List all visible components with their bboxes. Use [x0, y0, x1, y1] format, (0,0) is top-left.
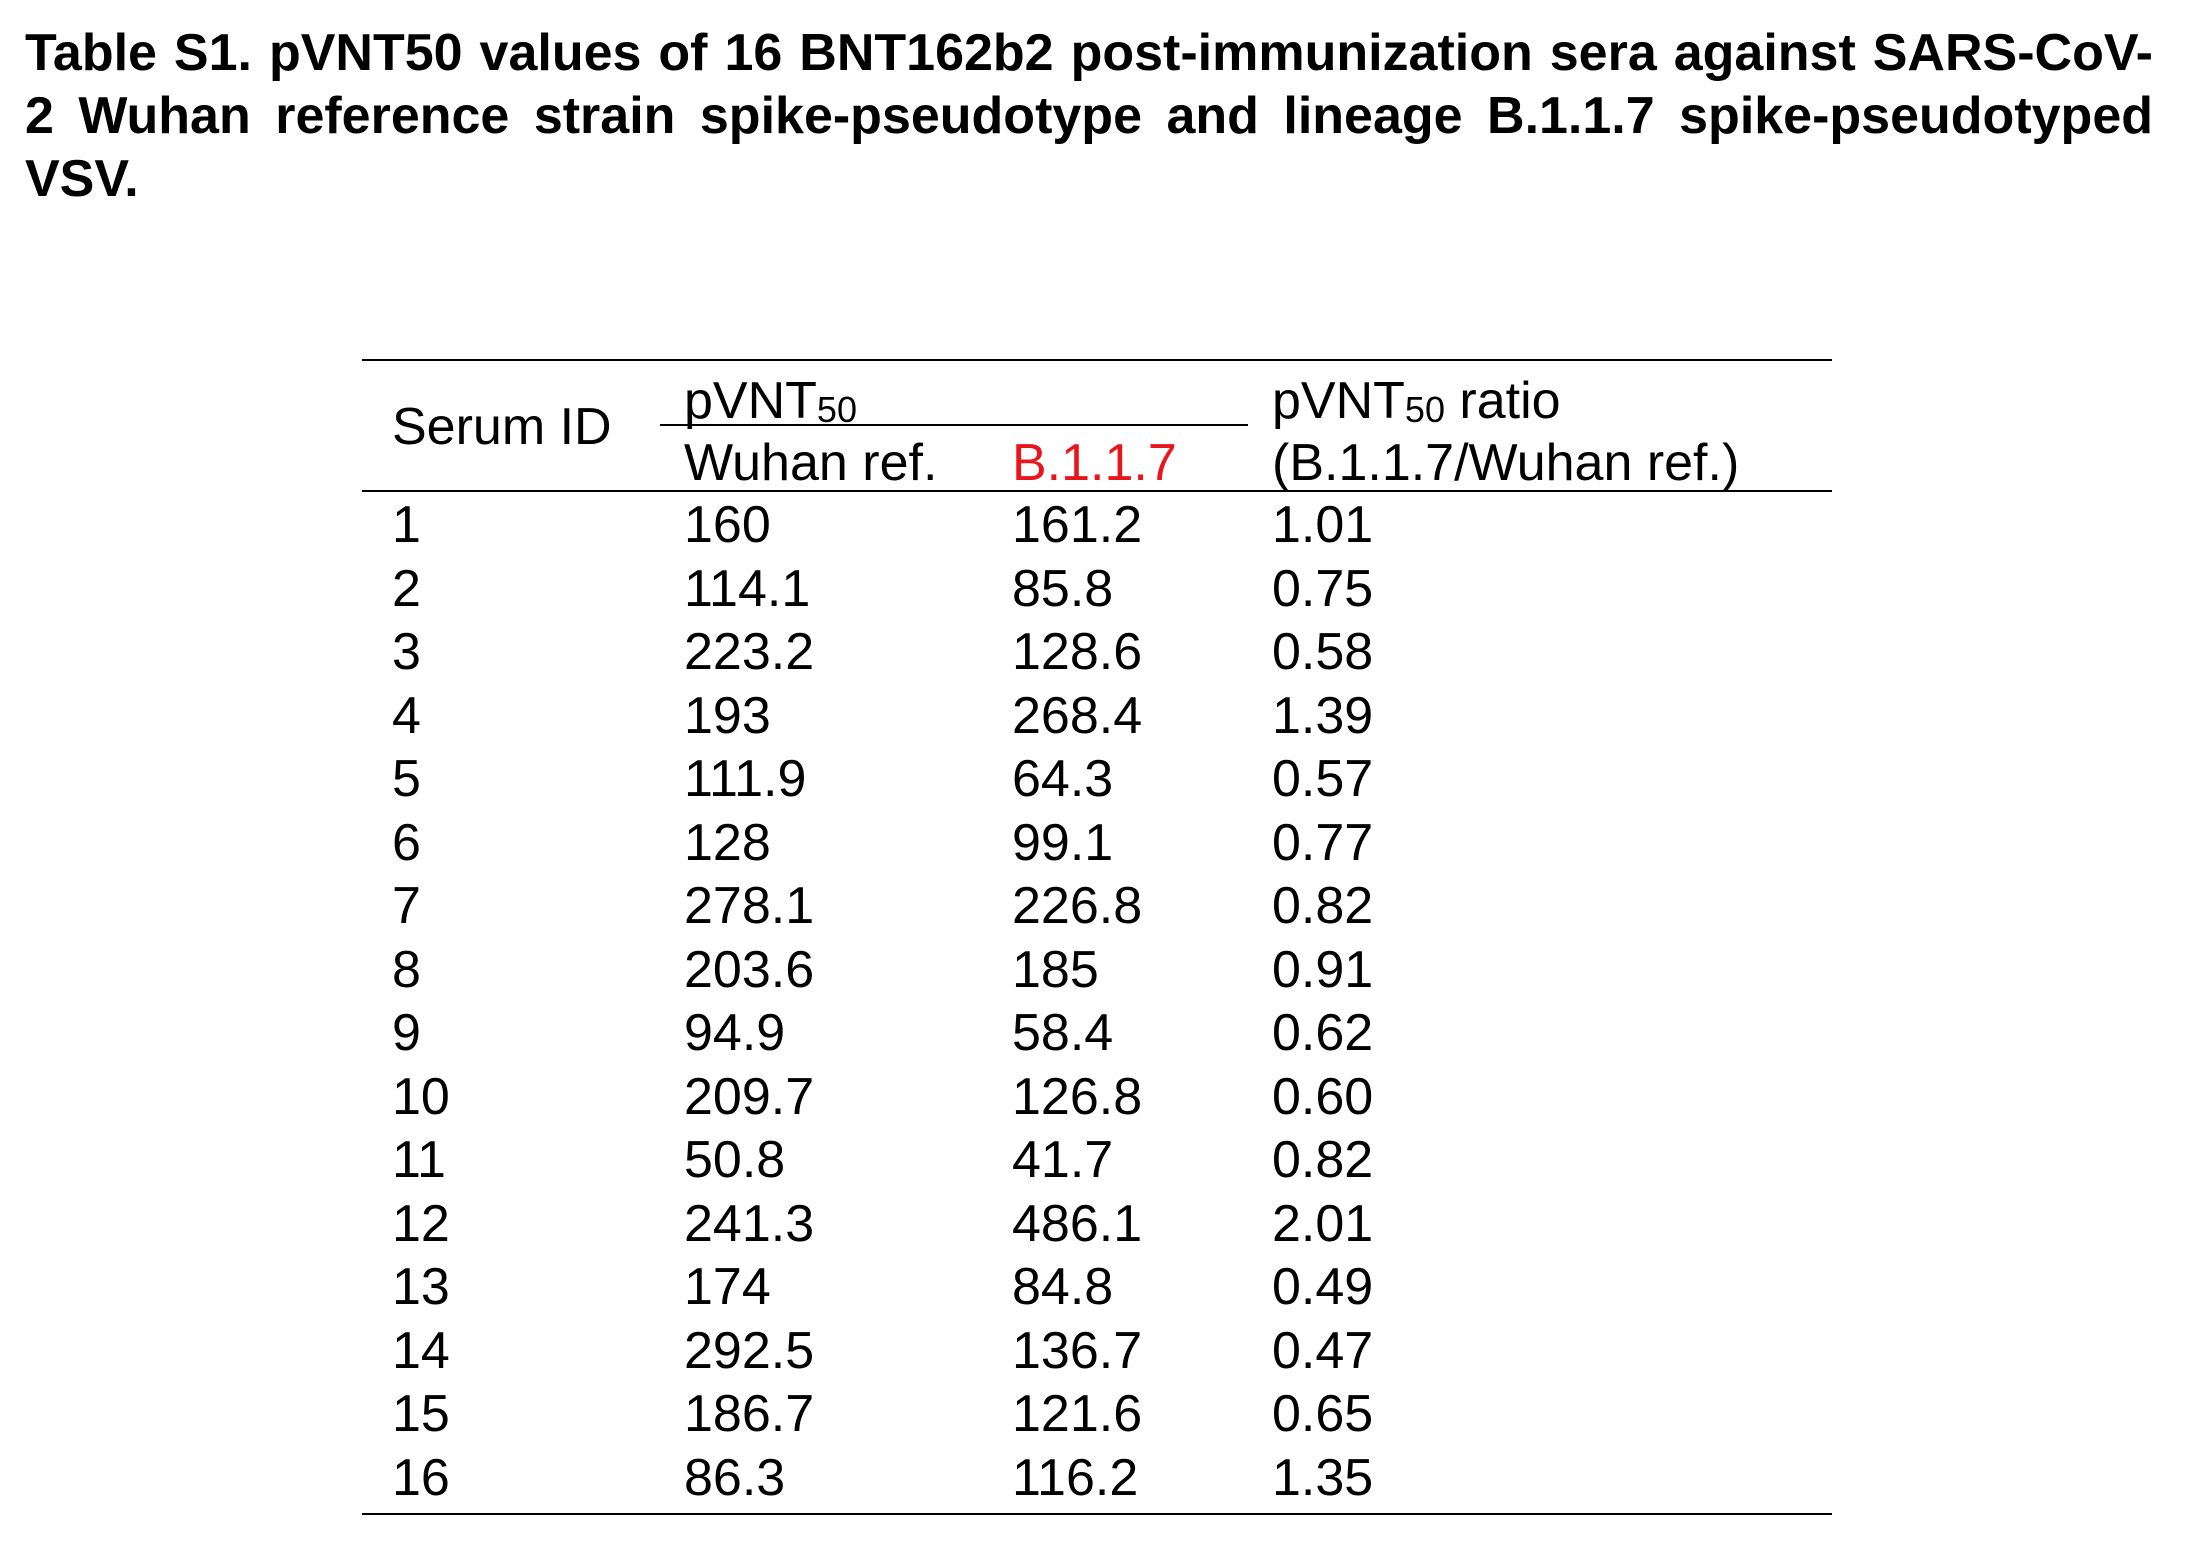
- cell-ratio: 1.39: [1272, 686, 1374, 745]
- pvnt-group-rule: [660, 424, 1248, 426]
- cell-b117: 268.4: [1012, 686, 1143, 745]
- cell-wuhan-ref: 278.1: [684, 877, 815, 935]
- cell-b117: 58.4: [1012, 1004, 1114, 1062]
- cell-b117: 64.3: [1012, 750, 1114, 808]
- cell-serum-id: 3: [392, 623, 421, 681]
- cell-ratio: 0.62: [1272, 1004, 1374, 1062]
- cell-wuhan-ref: 292.5: [684, 1321, 815, 1380]
- header-serum-id: Serum ID: [392, 398, 612, 456]
- cell-ratio: 2.01: [1272, 1194, 1374, 1253]
- cell-b117: 185: [1012, 940, 1099, 999]
- table-row: 11 50.8 41.7 0.82: [362, 1131, 1832, 1194]
- cell-ratio: 0.49: [1272, 1258, 1374, 1316]
- cell-serum-id: 16: [392, 1448, 450, 1507]
- cell-b117: 161.2: [1012, 496, 1143, 554]
- cell-wuhan-ref: 223.2: [684, 623, 815, 681]
- table-top-rule: [362, 359, 1832, 361]
- cell-ratio: 1.01: [1272, 496, 1374, 554]
- cell-b117: 126.8: [1012, 1067, 1143, 1126]
- cell-serum-id: 10: [392, 1067, 450, 1126]
- cell-serum-id: 2: [392, 559, 421, 618]
- cell-ratio: 0.47: [1272, 1321, 1374, 1380]
- cell-wuhan-ref: 50.8: [684, 1131, 786, 1189]
- cell-serum-id: 12: [392, 1194, 450, 1253]
- cell-serum-id: 15: [392, 1385, 450, 1443]
- table-row: 3 223.2 128.6 0.58: [362, 623, 1832, 686]
- cell-ratio: 0.91: [1272, 940, 1374, 999]
- header-pvnt50: pVNT50: [684, 375, 857, 436]
- table-row: 7 278.1 226.8 0.82: [362, 877, 1832, 940]
- cell-ratio: 0.58: [1272, 623, 1374, 681]
- header-ratio-sub: 50: [1404, 389, 1445, 430]
- cell-serum-id: 8: [392, 940, 421, 999]
- cell-serum-id: 5: [392, 750, 421, 808]
- cell-b117: 226.8: [1012, 877, 1143, 935]
- cell-wuhan-ref: 94.9: [684, 1004, 786, 1062]
- cell-ratio: 0.82: [1272, 877, 1374, 935]
- cell-ratio: 0.77: [1272, 813, 1374, 872]
- cell-wuhan-ref: 114.1: [684, 559, 811, 618]
- cell-wuhan-ref: 186.7: [684, 1385, 815, 1443]
- cell-b117: 116.2: [1012, 1448, 1139, 1507]
- cell-ratio: 1.35: [1272, 1448, 1374, 1507]
- cell-serum-id: 6: [392, 813, 421, 872]
- cell-wuhan-ref: 86.3: [684, 1448, 786, 1507]
- cell-wuhan-ref: 128: [684, 813, 771, 872]
- table-row: 12 241.3 486.1 2.01: [362, 1195, 1832, 1258]
- cell-b117: 84.8: [1012, 1258, 1114, 1316]
- cell-b117: 136.7: [1012, 1321, 1143, 1380]
- cell-ratio: 0.82: [1272, 1131, 1374, 1189]
- cell-serum-id: 9: [392, 1004, 421, 1062]
- header-pvnt-main: pVNT: [684, 372, 817, 430]
- cell-wuhan-ref: 160: [684, 496, 771, 554]
- table-bottom-rule: [362, 1513, 1832, 1515]
- cell-ratio: 0.57: [1272, 750, 1374, 808]
- table-row: 15 186.7 121.6 0.65: [362, 1385, 1832, 1448]
- cell-serum-id: 7: [392, 877, 421, 935]
- table-row: 6 128 99.1 0.77: [362, 814, 1832, 877]
- cell-b117: 85.8: [1012, 559, 1114, 618]
- table-row: 10 209.7 126.8 0.60: [362, 1068, 1832, 1131]
- cell-serum-id: 1: [392, 496, 421, 554]
- table-header-rule: [362, 490, 1832, 492]
- table-row: 2 114.1 85.8 0.75: [362, 560, 1832, 623]
- table-row: 13 174 84.8 0.49: [362, 1258, 1832, 1321]
- cell-ratio: 0.75: [1272, 559, 1374, 618]
- cell-b117: 121.6: [1012, 1385, 1143, 1443]
- cell-serum-id: 14: [392, 1321, 450, 1380]
- table-row: 5 111.9 64.3 0.57: [362, 750, 1832, 813]
- table-row: 1 160 161.2 1.01: [362, 496, 1832, 559]
- cell-b117: 486.1: [1012, 1194, 1143, 1253]
- cell-wuhan-ref: 174: [684, 1258, 771, 1316]
- header-pvnt-sub: 50: [816, 389, 857, 430]
- cell-b117: 41.7: [1012, 1131, 1114, 1189]
- header-ratio-main: pVNT: [1272, 372, 1405, 430]
- cell-b117: 128.6: [1012, 623, 1143, 681]
- header-wuhan-ref: Wuhan ref.: [684, 434, 938, 492]
- cell-wuhan-ref: 203.6: [684, 940, 815, 999]
- cell-ratio: 0.60: [1272, 1067, 1374, 1126]
- table-caption: Table S1. pVNT50 values of 16 BNT162b2 p…: [25, 24, 2153, 208]
- table-row: 14 292.5 136.7 0.47: [362, 1322, 1832, 1385]
- header-ratio: pVNT50 ratio: [1272, 375, 1561, 436]
- cell-wuhan-ref: 111.9: [684, 750, 807, 808]
- cell-serum-id: 4: [392, 686, 421, 745]
- cell-serum-id: 13: [392, 1258, 450, 1316]
- cell-serum-id: 11: [392, 1131, 446, 1189]
- header-b117: B.1.1.7: [1012, 434, 1177, 492]
- cell-b117: 99.1: [1012, 813, 1114, 872]
- table-row: 16 86.3 116.2 1.35: [362, 1449, 1832, 1512]
- cell-ratio: 0.65: [1272, 1385, 1374, 1443]
- table-row: 8 203.6 185 0.91: [362, 941, 1832, 1004]
- cell-wuhan-ref: 193: [684, 686, 771, 745]
- table-row: 4 193 268.4 1.39: [362, 687, 1832, 750]
- table-row: 9 94.9 58.4 0.62: [362, 1004, 1832, 1067]
- cell-wuhan-ref: 209.7: [684, 1067, 815, 1126]
- header-ratio-line2: (B.1.1.7/Wuhan ref.): [1272, 434, 1740, 492]
- header-ratio-suffix: ratio: [1444, 372, 1561, 430]
- cell-wuhan-ref: 241.3: [684, 1194, 815, 1253]
